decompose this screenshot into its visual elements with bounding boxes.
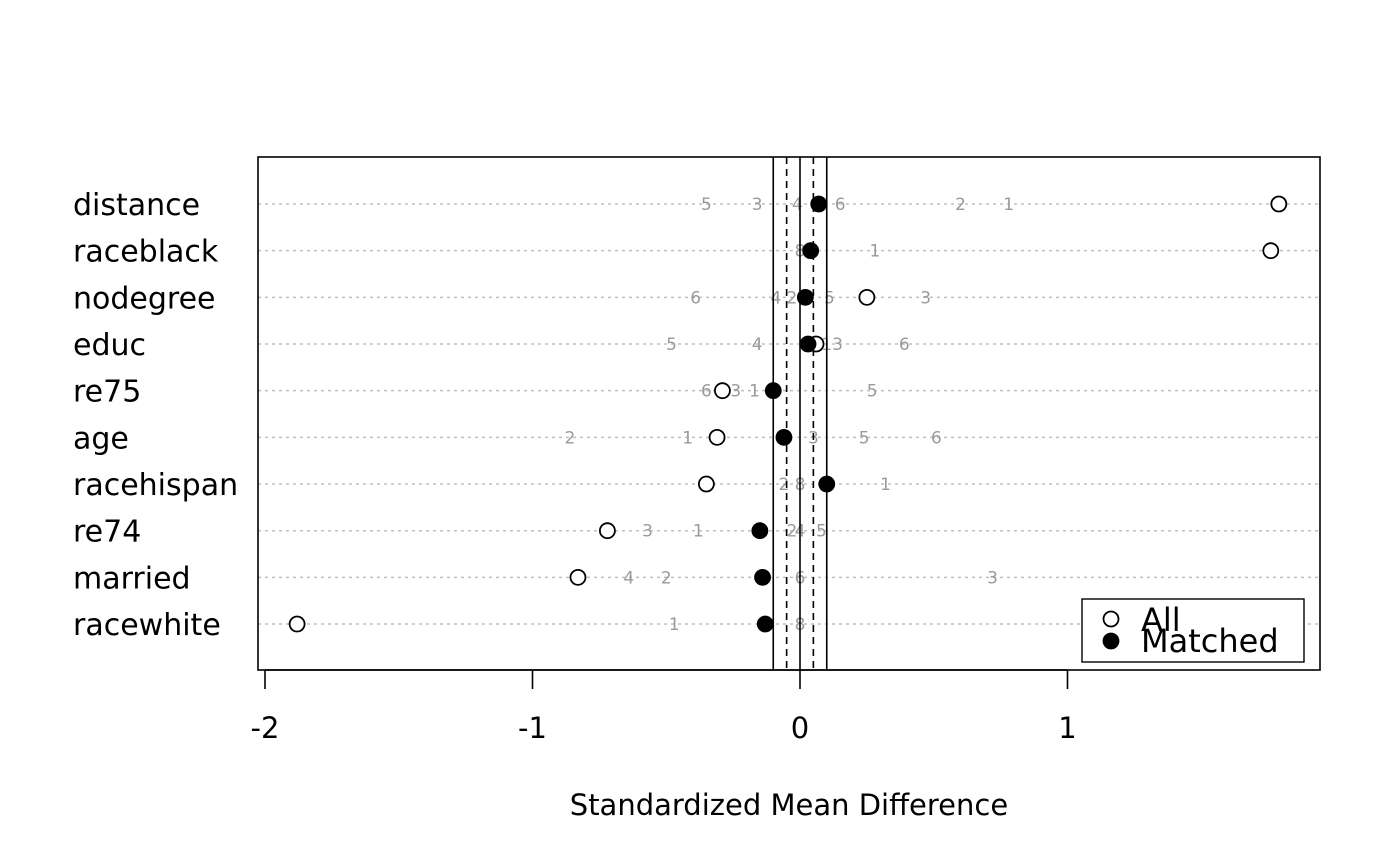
matched-point-married <box>754 568 771 586</box>
matched-point-raceblack <box>802 242 820 260</box>
subclass-label: 6 <box>701 382 712 402</box>
subclass-label: 5 <box>816 522 827 542</box>
subclass-label: 5 <box>666 335 677 355</box>
subclass-label: 4 <box>771 288 782 308</box>
matched-point-racehispan <box>818 475 836 493</box>
subclass-label: 2 <box>661 568 672 588</box>
subclass-label: 6 <box>931 428 942 448</box>
all-point-racehispan <box>697 475 715 493</box>
legend-label-all: All <box>1141 601 1181 639</box>
subclass-label: 6 <box>835 195 846 215</box>
variable-label-racehispan: racehispan <box>73 468 238 503</box>
subclass-label: 3 <box>752 195 763 215</box>
subclass-label: 2 <box>787 288 798 308</box>
matched-point-re74 <box>751 522 769 540</box>
legend: All Matched <box>1081 598 1305 663</box>
subclass-label: 6 <box>690 288 701 308</box>
x-axis-label: Standardized Mean Difference <box>570 788 1008 822</box>
subclass-label: 2 <box>787 522 798 542</box>
subclass-label: 2 <box>779 475 790 495</box>
variable-label-racewhite: racewhite <box>73 608 221 643</box>
subclass-label: 1 <box>869 242 880 262</box>
subclass-label: 5 <box>859 428 870 448</box>
variable-label-nodegree: nodegree <box>73 281 216 316</box>
subclass-label: 6 <box>899 335 910 355</box>
subclass-label: 3 <box>920 288 931 308</box>
variable-label-re74: re74 <box>73 515 141 550</box>
matched-point-age <box>775 428 793 446</box>
legend-marker-all <box>1102 610 1120 628</box>
subclass-label: 3 <box>987 568 998 588</box>
variable-label-educ: educ <box>73 328 146 363</box>
matched-point-nodegree <box>796 288 814 306</box>
x-tick-label: -1 <box>518 711 547 745</box>
matched-point-racewhite <box>756 615 774 633</box>
legend-marker-matched <box>1102 632 1120 650</box>
all-point-raceblack <box>1262 242 1280 260</box>
subclass-label: 5 <box>867 382 878 402</box>
reference-lines <box>772 157 828 670</box>
subclass-label: 1 <box>749 382 760 402</box>
subclass-label: 4 <box>792 195 803 215</box>
legend-label-matched: Matched <box>1141 622 1279 660</box>
plot-frame <box>257 156 1321 671</box>
subclass-label: 1 <box>693 522 704 542</box>
x-tick-label: 1 <box>1058 711 1076 745</box>
all-point-distance <box>1270 195 1288 213</box>
subclass-label: 2 <box>565 428 576 448</box>
all-point-age <box>708 428 726 446</box>
subclass-labels: 5346218164253541366315213562813124542631… <box>565 195 1015 635</box>
subclass-label: 5 <box>701 195 712 215</box>
subclass-label: 5 <box>824 288 835 308</box>
matched-point-re75 <box>764 382 782 400</box>
legend-box <box>1081 598 1305 663</box>
variable-label-married: married <box>73 561 191 596</box>
variable-label-age: age <box>73 421 129 456</box>
grid-lines <box>258 203 1320 625</box>
data-points <box>288 195 1288 633</box>
all-point-re75 <box>714 382 731 400</box>
x-axis: -2 -1 0 1 <box>251 669 1077 745</box>
subclass-label: 1 <box>880 475 891 495</box>
all-point-nodegree <box>858 288 876 306</box>
subclass-label: 2 <box>955 195 966 215</box>
all-point-married <box>569 568 587 586</box>
variable-labels: distance raceblack nodegree educ re75 age race… <box>73 188 238 643</box>
variable-label-distance: distance <box>73 188 200 223</box>
subclass-label: 1 <box>669 615 680 635</box>
x-tick-label: -2 <box>251 711 280 745</box>
subclass-label: 3 <box>642 522 653 542</box>
subclass-label: 4 <box>752 335 763 355</box>
subclass-label: 1 <box>1003 195 1014 215</box>
x-tick-label: 0 <box>791 711 809 745</box>
subclass-label: 13 <box>821 335 843 355</box>
subclass-label: 4 <box>623 568 634 588</box>
all-point-racewhite <box>288 615 306 633</box>
matched-point-educ <box>799 335 817 353</box>
variable-label-raceblack: raceblack <box>73 235 219 270</box>
all-point-re74 <box>599 522 616 540</box>
matched-point-distance <box>810 195 828 213</box>
subclass-label: 1 <box>682 428 693 448</box>
variable-label-re75: re75 <box>73 375 141 410</box>
subclass-label: 3 <box>730 382 741 402</box>
